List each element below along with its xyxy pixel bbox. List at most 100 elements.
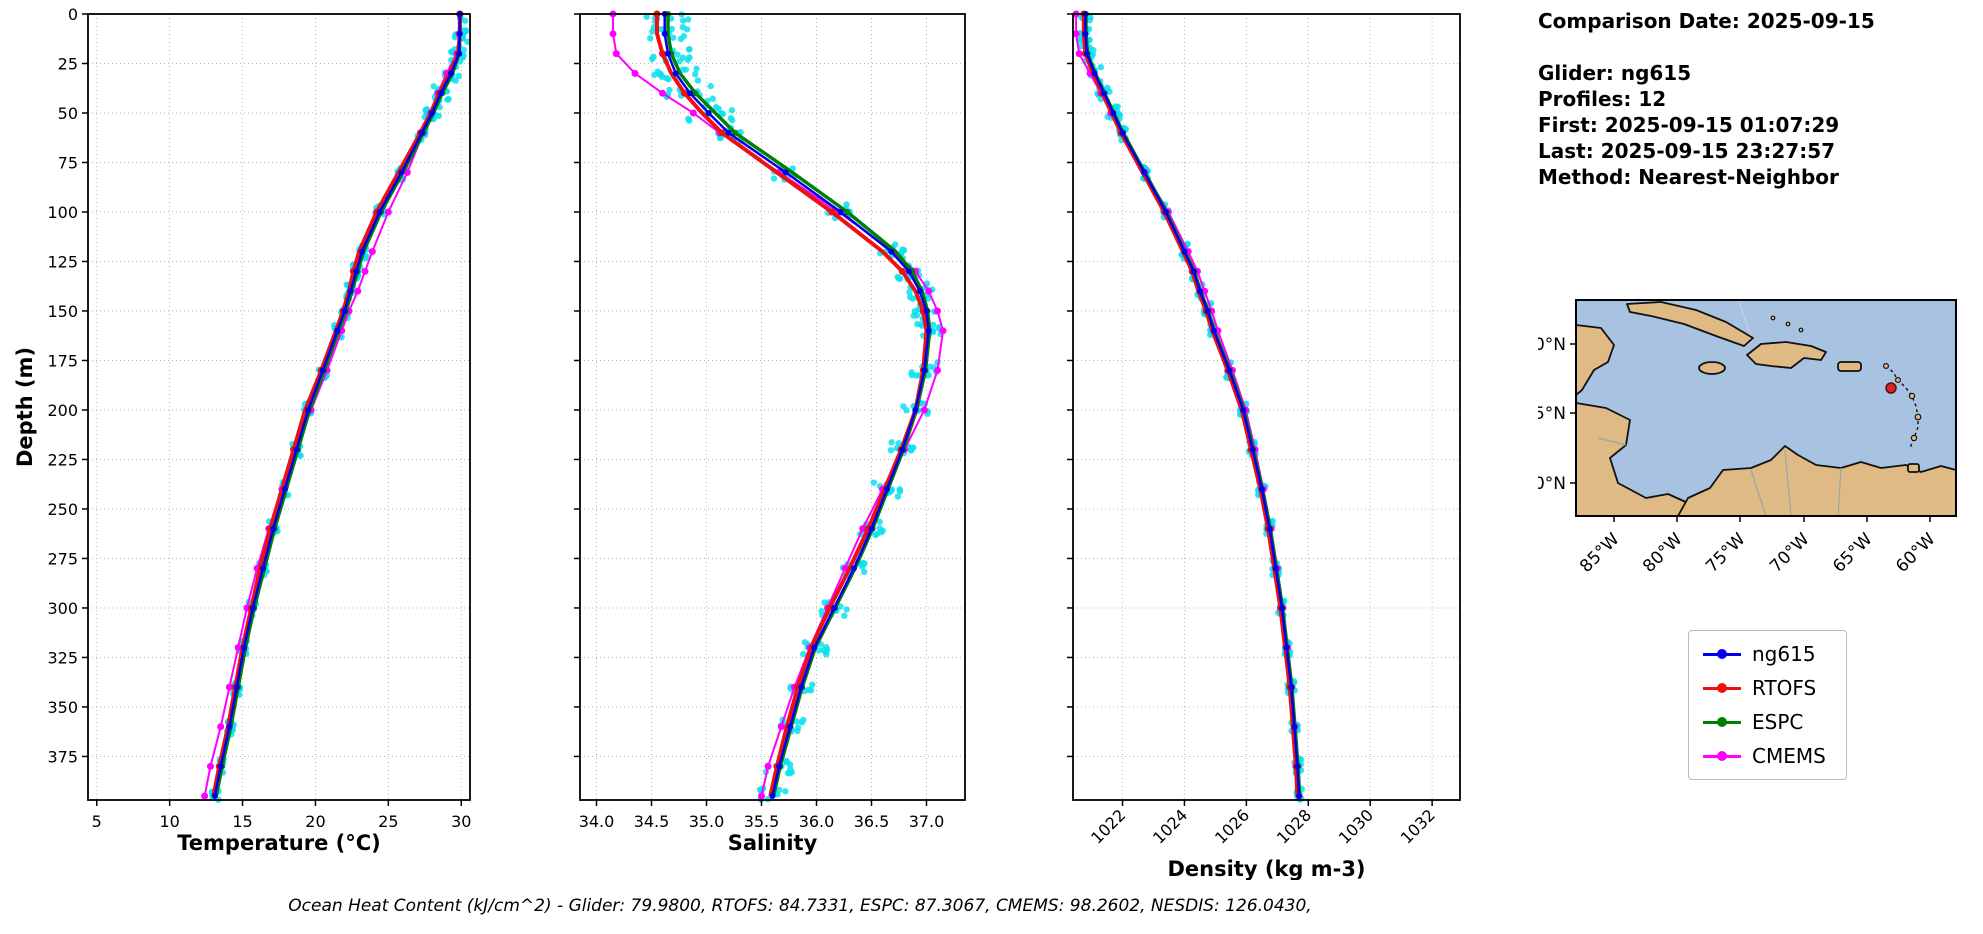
svg-text:1026: 1026 <box>1211 805 1253 847</box>
svg-text:36.0: 36.0 <box>799 812 835 831</box>
svg-text:20: 20 <box>305 812 325 831</box>
method-text: Method: Nearest-Neighbor <box>1538 165 1839 189</box>
antilles-island <box>1908 392 1916 400</box>
svg-text:Density (kg m-3): Density (kg m-3) <box>1167 857 1365 880</box>
legend-label: CMEMS <box>1752 744 1826 768</box>
svg-text:325: 325 <box>47 648 78 667</box>
maritime-boundary-line <box>1737 299 1754 343</box>
temperature-profile-chart: 5 10 15 20 25 30 0 25 50 75 100 125 150 175 200 225 250 2… <box>10 0 510 884</box>
country-border-line <box>1784 449 1792 517</box>
glider-name-text: Glider: ng615 <box>1538 61 1692 85</box>
svg-text:10: 10 <box>159 812 179 831</box>
profiles-count-text: Profiles: 12 <box>1538 87 1667 111</box>
legend-label: ng615 <box>1752 642 1816 666</box>
svg-text:300: 300 <box>47 599 78 618</box>
svg-text:60°W: 60°W <box>1892 529 1939 576</box>
svg-text:10°N: 10°N <box>1538 474 1566 494</box>
svg-text:35.0: 35.0 <box>689 812 725 831</box>
svg-text:350: 350 <box>47 698 78 717</box>
cuba-landmass <box>1626 301 1754 347</box>
legend-entry-ng615: ng615 <box>1703 642 1826 666</box>
antilles-island <box>1883 362 1890 369</box>
caribbean-map: 20°N 15°N 10°N 85°W 80°W 75°W 70°W 65°W 60°W <box>1523 299 1957 577</box>
legend-entry-cmems: CMEMS <box>1703 744 1826 768</box>
country-border-line <box>1750 469 1767 517</box>
svg-text:20°N: 20°N <box>1538 335 1566 355</box>
bahamas-cay <box>1770 315 1776 321</box>
comparison-info-block: Comparison Date: 2025-09-15 Glider: ng61… <box>1538 8 1875 190</box>
svg-text:34.0: 34.0 <box>579 812 615 831</box>
country-border-line <box>1597 437 1627 446</box>
svg-text:85°W: 85°W <box>1576 529 1623 576</box>
last-profile-time-text: Last: 2025-09-15 23:27:57 <box>1538 139 1836 163</box>
puerto-rico-landmass <box>1837 361 1862 372</box>
bahamas-cay <box>1798 327 1804 333</box>
svg-text:Temperature (°C): Temperature (°C) <box>177 831 380 855</box>
comparison-date-text: Comparison Date: 2025-09-15 <box>1538 9 1875 33</box>
svg-text:80°W: 80°W <box>1639 529 1686 576</box>
chart-dens-svg: 1022 1024 1026 1028 1030 1032 Density (kg m-3) <box>1067 10 1461 881</box>
bahamas-cay <box>1785 321 1791 327</box>
hispaniola-landmass <box>1746 341 1827 369</box>
first-profile-time-text: First: 2025-09-15 01:07:29 <box>1538 113 1840 137</box>
chart-sal-svg: 34.0 34.5 35.0 35.5 36.0 36.5 37.0 Salinity <box>574 10 966 855</box>
svg-text:5: 5 <box>92 812 102 831</box>
jamaica-landmass <box>1698 361 1726 375</box>
map-frame <box>1575 299 1957 517</box>
svg-text:0: 0 <box>68 5 78 24</box>
legend-marker-dot <box>1717 683 1727 693</box>
svg-text:75°W: 75°W <box>1702 529 1749 576</box>
svg-text:275: 275 <box>47 549 78 568</box>
svg-text:1022: 1022 <box>1087 805 1129 847</box>
svg-text:1024: 1024 <box>1149 805 1191 847</box>
location-map: 20°N 15°N 10°N 85°W 80°W 75°W 70°W 65°W 60°W <box>1523 298 1981 592</box>
svg-text:1028: 1028 <box>1273 805 1315 847</box>
info-spacer <box>1538 34 1875 60</box>
svg-text:25: 25 <box>58 54 78 73</box>
svg-text:Salinity: Salinity <box>728 831 818 855</box>
svg-text:75: 75 <box>58 153 78 172</box>
legend-label: RTOFS <box>1752 676 1817 700</box>
svg-text:375: 375 <box>47 747 78 766</box>
svg-text:34.5: 34.5 <box>634 812 670 831</box>
svg-text:25: 25 <box>378 812 398 831</box>
svg-text:15: 15 <box>232 812 252 831</box>
country-border-line <box>1837 467 1842 517</box>
svg-text:Depth (m): Depth (m) <box>13 347 37 467</box>
density-profile-chart: 1022 1024 1026 1028 1030 1032 Density (kg m-3) <box>995 0 1485 884</box>
antilles-island <box>1910 434 1918 442</box>
svg-text:1032: 1032 <box>1397 805 1439 847</box>
antilles-island <box>1895 376 1902 383</box>
svg-text:125: 125 <box>47 252 78 271</box>
svg-text:225: 225 <box>47 450 78 469</box>
trinidad-landmass <box>1907 463 1920 473</box>
svg-text:250: 250 <box>47 500 78 519</box>
svg-text:65°W: 65°W <box>1829 529 1876 576</box>
svg-text:175: 175 <box>47 351 78 370</box>
svg-text:200: 200 <box>47 401 78 420</box>
svg-text:37.0: 37.0 <box>909 812 945 831</box>
svg-text:30: 30 <box>451 812 471 831</box>
legend-marker-dot <box>1717 717 1727 727</box>
antilles-island <box>1914 413 1922 421</box>
legend-entry-rtofs: RTOFS <box>1703 676 1826 700</box>
south-america-landmass <box>1677 445 1957 517</box>
svg-text:35.5: 35.5 <box>744 812 780 831</box>
chart-temp-svg: 5 10 15 20 25 3002550751001251501752002252502… <box>13 5 471 855</box>
legend-marker-dot <box>1717 649 1727 659</box>
svg-text:36.5: 36.5 <box>854 812 890 831</box>
lesser-antilles-arc <box>1885 365 1919 449</box>
svg-text:15°N: 15°N <box>1538 404 1566 424</box>
svg-text:150: 150 <box>47 302 78 321</box>
glider-position-marker <box>1885 382 1897 394</box>
svg-text:70°W: 70°W <box>1766 529 1813 576</box>
legend-line-sample <box>1703 649 1741 659</box>
svg-text:1030: 1030 <box>1335 805 1377 847</box>
ocean-heat-content-caption: Ocean Heat Content (kJ/cm^2) - Glider: 7… <box>288 896 1312 916</box>
svg-text:50: 50 <box>58 104 78 123</box>
legend-line-sample <box>1703 717 1741 727</box>
series-legend: ng615 RTOFS ESPC CMEMS <box>1688 630 1847 780</box>
legend-entry-espc: ESPC <box>1703 710 1826 734</box>
legend-marker-dot <box>1717 751 1727 761</box>
